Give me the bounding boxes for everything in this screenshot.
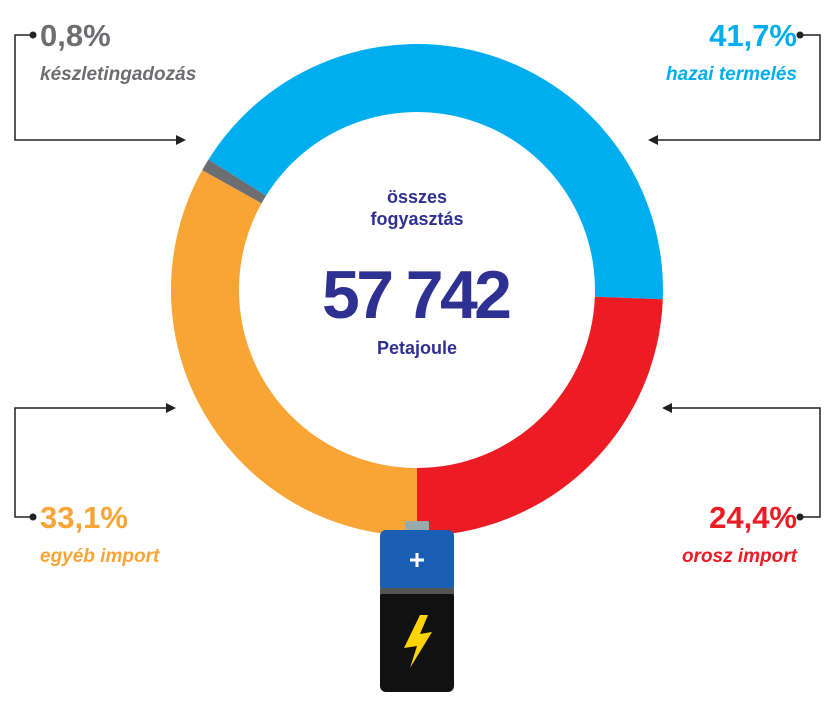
center-title: összes fogyasztás: [357, 186, 477, 230]
total: 57 742: [322, 257, 512, 333]
legend-label: egyéb import: [40, 546, 160, 567]
battery: [380, 521, 454, 692]
legend-label: készletingadozás: [40, 64, 196, 85]
value-label: 41,7%: [709, 18, 797, 53]
value-label: 24,4%: [709, 500, 797, 535]
infographic: 0,8% készletingadozás 41,7% hazai termel…: [0, 0, 834, 723]
legend-label: hazai termelés: [666, 64, 797, 85]
chart: 0,8% készletingadozás 41,7% hazai termel…: [0, 0, 834, 723]
value-label: 33,1%: [40, 500, 128, 535]
unit: Petajoule: [377, 338, 457, 358]
legend-label: orosz import: [682, 546, 798, 567]
value-label: 0,8%: [40, 18, 111, 53]
